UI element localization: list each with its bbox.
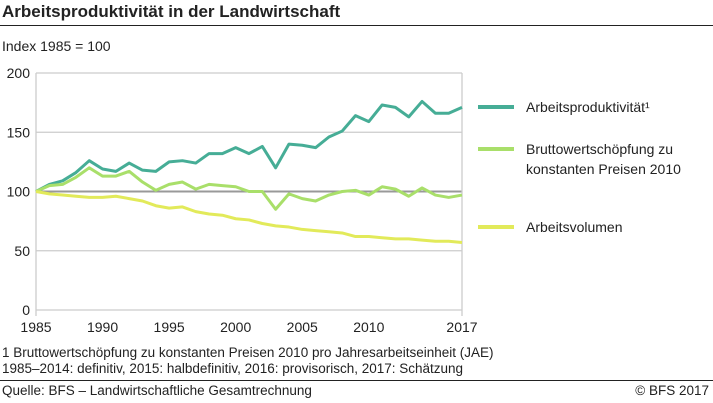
footnote-1: 1 Bruttowertschöpfung zu konstanten Prei… <box>2 345 494 360</box>
chart-title: Arbeitsproduktivität in der Landwirtscha… <box>2 2 341 21</box>
x-tick-label: 1995 <box>154 319 185 335</box>
series-line-0 <box>35 99 463 193</box>
y-tick-label: 100 <box>7 184 31 200</box>
y-axis-label: Index 1985 = 100 <box>2 38 111 54</box>
x-tick-label: 1985 <box>20 319 51 335</box>
legend-label-0: Arbeitsproduktivität¹ <box>526 99 650 115</box>
x-tick-label: 2000 <box>220 319 251 335</box>
footer-rule <box>0 380 713 381</box>
series-line-2 <box>35 190 463 244</box>
y-tick-label: 0 <box>22 302 30 318</box>
copyright: © BFS 2017 <box>635 383 709 398</box>
legend-label-2: Arbeitsvolumen <box>526 219 623 235</box>
source: Quelle: BFS – Landwirtschaftliche Gesamt… <box>2 383 312 398</box>
x-tick-label: 2005 <box>287 319 318 335</box>
x-tick-label: 1990 <box>87 319 118 335</box>
footnote-2: 1985–2014: definitiv, 2015: halbdefiniti… <box>2 361 464 376</box>
y-tick-label: 150 <box>7 124 31 140</box>
x-tick-label: 2010 <box>353 319 384 335</box>
y-tick-label: 50 <box>14 243 30 259</box>
y-tick-label: 200 <box>7 65 31 81</box>
x-tick-label: 2017 <box>446 319 477 335</box>
title-rule <box>0 25 713 26</box>
series-line-1 <box>35 166 463 211</box>
legend-label-1: Bruttowertschöpfung zu konstanten Preise… <box>526 141 681 177</box>
